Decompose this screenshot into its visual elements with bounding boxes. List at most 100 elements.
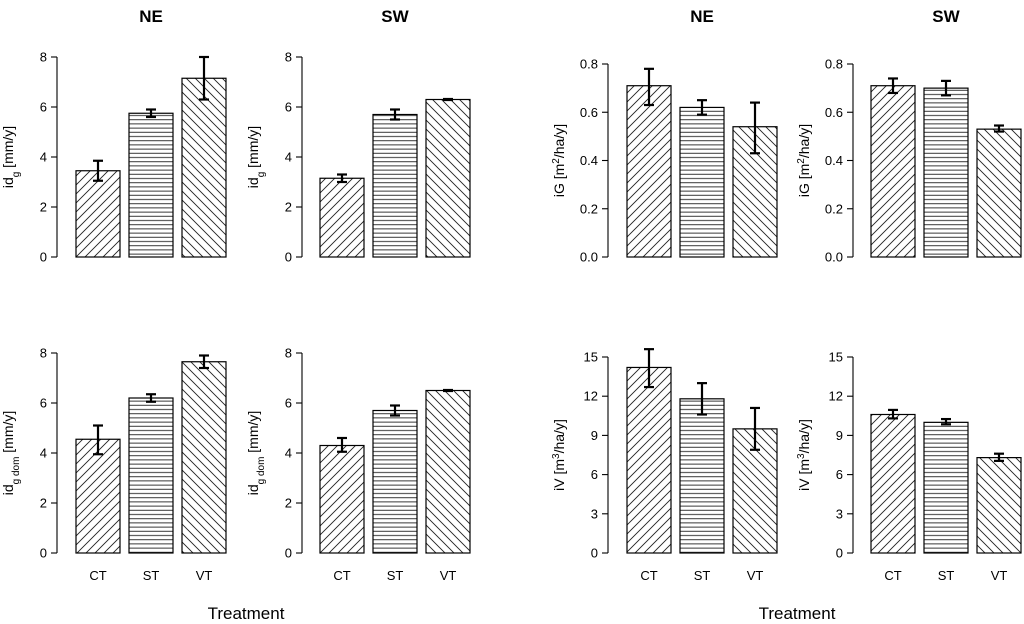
chart-panel-7: 0 3 6 9 12 15 iV [m3/ha/y] CT ST VT Treatment	[551, 348, 836, 623]
bar-st	[679, 398, 725, 554]
x-category-label: ST	[694, 568, 711, 583]
y-tick-label: 9	[836, 428, 843, 443]
y-tick-label: 15	[584, 350, 598, 365]
y-tick-label: 8	[285, 50, 292, 65]
y-tick-label: 2	[285, 200, 292, 215]
bar-vt	[425, 98, 471, 258]
y-axis-label: iV [m3/ha/y]	[796, 419, 813, 491]
y-tick-label: 6	[836, 467, 843, 482]
y-tick-label: 8	[40, 50, 47, 65]
y-tick-label: 9	[591, 428, 598, 443]
y-tick-label: 0	[591, 546, 598, 561]
y-tick-label: 6	[285, 396, 292, 411]
x-category-label: CT	[333, 568, 350, 583]
x-category-label: ST	[938, 568, 955, 583]
bar-vt	[976, 457, 1022, 554]
y-tick-label: 2	[40, 200, 47, 215]
bar-st	[372, 113, 418, 258]
y-tick-label: 4	[285, 446, 292, 461]
y-tick-label: 15	[829, 350, 843, 365]
y-tick-label: 0.2	[825, 201, 843, 216]
panels: NE 0 2 4 6 8 idg [mm/y] SW 0 2 4 6 8 idg [mm/y] NE 0.0 0…	[0, 7, 1022, 624]
y-tick-label: 0.0	[825, 250, 843, 265]
bar-ct	[319, 444, 365, 554]
y-tick-label: 6	[285, 100, 292, 115]
chart-panel-5: 0 2 4 6 8 idg dom [mm/y] CT ST VT Treatment	[0, 346, 285, 624]
bar-st	[923, 87, 969, 258]
chart-panel-1: NE 0 2 4 6 8 idg [mm/y]	[0, 7, 227, 265]
y-axis-label: iG [m2/ha/y]	[551, 124, 568, 197]
bar-st	[128, 112, 174, 258]
bar-vt	[181, 361, 227, 554]
y-tick-label: 2	[40, 496, 47, 511]
x-category-label: VT	[196, 568, 213, 583]
bar-st	[128, 397, 174, 554]
bar-vt	[976, 128, 1022, 258]
y-tick-label: 6	[40, 396, 47, 411]
y-tick-label: 0.6	[580, 105, 598, 120]
y-tick-label: 8	[285, 346, 292, 361]
y-axis-label: iG [m2/ha/y]	[796, 124, 813, 197]
y-tick-label: 4	[40, 446, 47, 461]
bar-vt	[181, 77, 227, 258]
panel-title: NE	[139, 7, 163, 26]
y-tick-label: 0	[40, 546, 47, 561]
x-category-label: VT	[991, 568, 1008, 583]
y-tick-label: 4	[40, 150, 47, 165]
y-tick-label: 8	[40, 346, 47, 361]
chart-panel-2: SW 0 2 4 6 8 idg [mm/y]	[245, 7, 471, 265]
panel-title: SW	[932, 7, 960, 26]
y-tick-label: 6	[591, 467, 598, 482]
y-tick-label: 0	[836, 546, 843, 561]
x-category-label: VT	[440, 568, 457, 583]
y-tick-label: 0.4	[580, 153, 598, 168]
x-category-label: ST	[387, 568, 404, 583]
y-tick-label: 3	[591, 506, 598, 521]
x-axis-label: Treatment	[208, 604, 285, 623]
chart-panel-6: 0 2 4 6 8 idg dom [mm/y] CT ST VT	[245, 346, 471, 583]
y-tick-label: 0	[285, 250, 292, 265]
y-tick-label: 4	[285, 150, 292, 165]
y-tick-label: 0	[40, 250, 47, 265]
y-tick-label: 0.8	[825, 57, 843, 72]
x-category-label: CT	[884, 568, 901, 583]
x-axis-label: Treatment	[759, 604, 836, 623]
panel-title: NE	[690, 7, 714, 26]
y-tick-label: 3	[836, 506, 843, 521]
chart-panel-4: SW 0.0 0.2 0.4 0.6 0.8 iG [m2/ha/y]	[796, 7, 1022, 265]
x-category-label: VT	[747, 568, 764, 583]
bar-ct	[626, 366, 672, 554]
y-tick-label: 6	[40, 100, 47, 115]
y-axis-label: idg [mm/y]	[245, 126, 267, 188]
y-tick-label: 0.4	[825, 153, 843, 168]
y-axis-label: idg [mm/y]	[0, 126, 22, 188]
y-tick-label: 0	[285, 546, 292, 561]
y-tick-label: 0.6	[825, 105, 843, 120]
bar-ct	[75, 170, 121, 258]
bar-ct	[870, 85, 916, 258]
bar-ct	[75, 438, 121, 554]
y-tick-label: 2	[285, 496, 292, 511]
y-tick-label: 0.8	[580, 57, 598, 72]
panel-title: SW	[381, 7, 409, 26]
y-tick-label: 12	[584, 389, 598, 404]
y-tick-label: 0.0	[580, 250, 598, 265]
y-axis-label: idg dom [mm/y]	[0, 411, 22, 496]
chart-panel-3: NE 0.0 0.2 0.4 0.6 0.8 iG [m2/ha/y]	[551, 7, 778, 265]
bar-st	[679, 106, 725, 258]
y-axis-label: idg dom [mm/y]	[245, 411, 267, 496]
y-tick-label: 0.2	[580, 201, 598, 216]
x-category-label: CT	[640, 568, 657, 583]
y-tick-label: 12	[829, 389, 843, 404]
chart-panel-8: 0 3 6 9 12 15 iV [m3/ha/y] CT ST VT	[796, 350, 1022, 583]
bar-ct	[870, 413, 916, 554]
bar-st	[923, 421, 969, 554]
bar-st	[372, 409, 418, 554]
bar-vt	[425, 389, 471, 554]
bar-ct	[626, 85, 672, 258]
x-category-label: CT	[89, 568, 106, 583]
y-axis-label: iV [m3/ha/y]	[551, 419, 568, 491]
x-category-label: ST	[143, 568, 160, 583]
bar-ct	[319, 177, 365, 258]
